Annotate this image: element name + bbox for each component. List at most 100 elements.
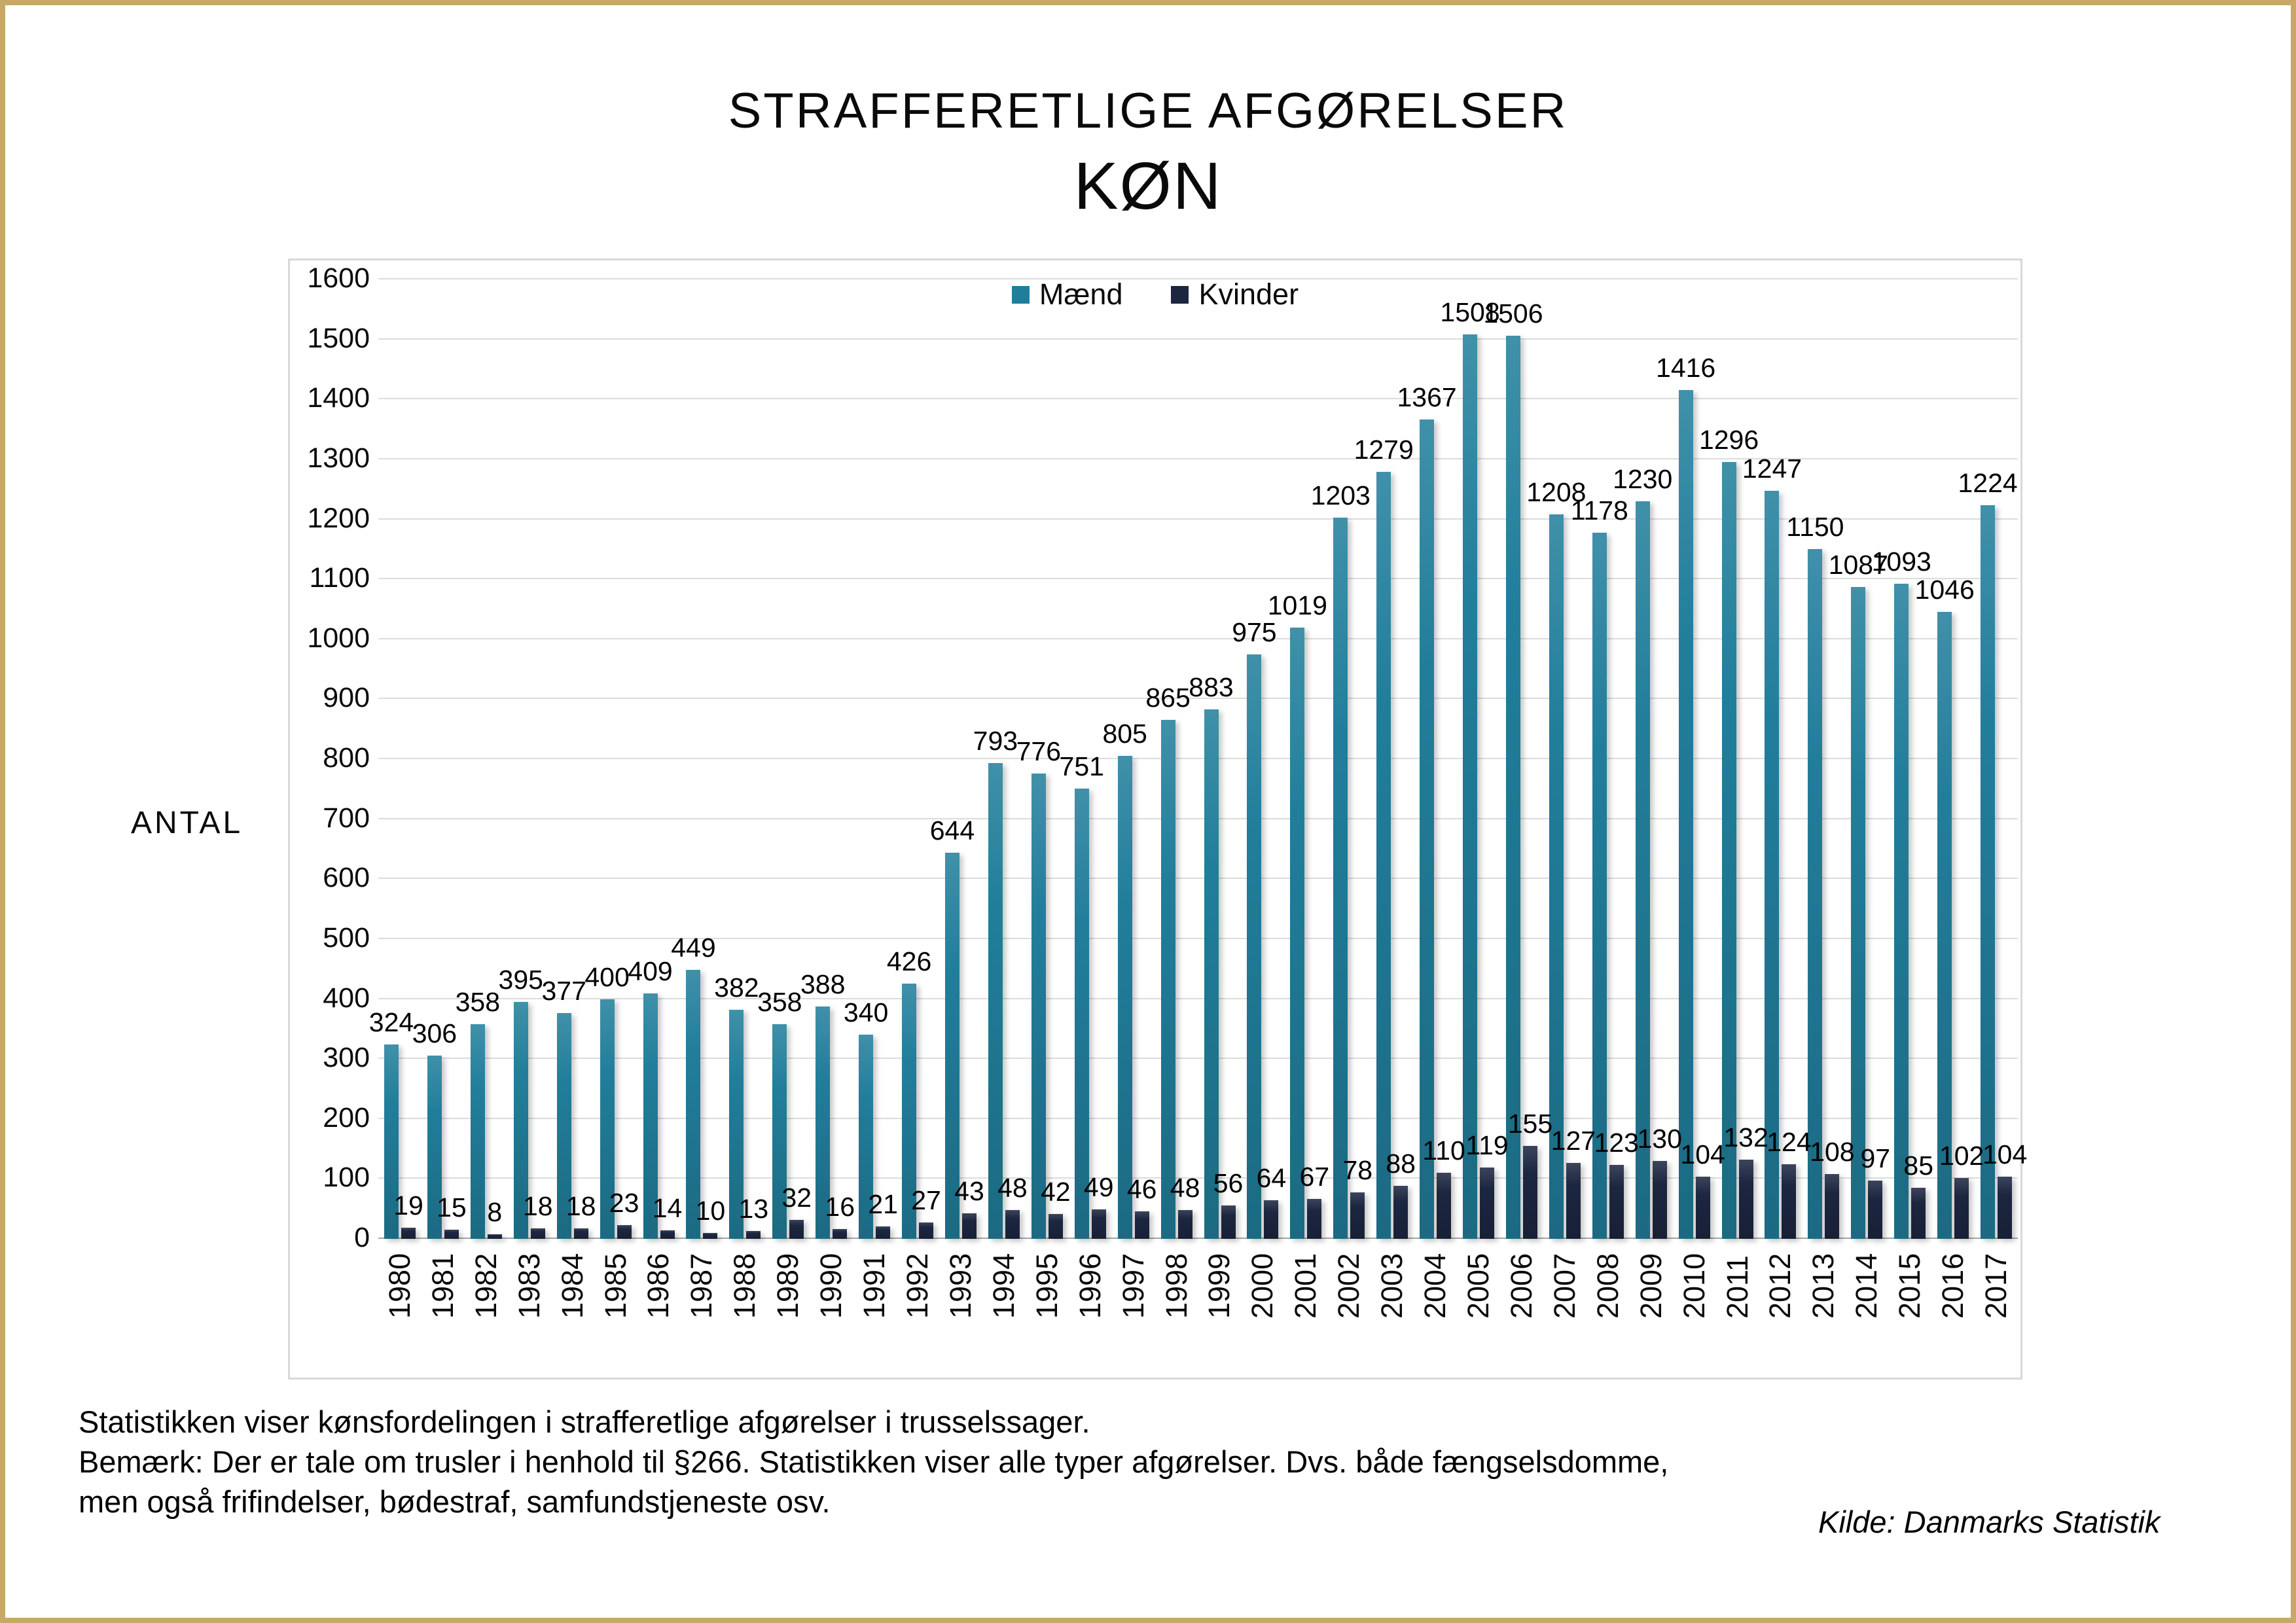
y-tick-label-900: 900 <box>323 682 370 714</box>
x-tick-label-1999: 1999 <box>1202 1253 1236 1319</box>
bar-kvinder-2002 <box>1350 1192 1365 1240</box>
value-label-kvinder-2015: 85 <box>1903 1150 1934 1181</box>
value-label-kvinder-2001: 67 <box>1299 1161 1330 1192</box>
value-label-mænd-2009: 1230 <box>1613 464 1673 495</box>
value-label-kvinder-2006: 155 <box>1507 1108 1553 1139</box>
y-axis-title: ANTAL <box>131 806 243 840</box>
value-label-mænd-2014: 1087 <box>1828 550 1888 580</box>
bar-mænd-1981 <box>427 1055 442 1240</box>
footer-line-2: Bemærk: Der er tale om trusler i henhold… <box>79 1444 1669 1479</box>
bar-mænd-2006 <box>1505 336 1520 1239</box>
bar-kvinder-2006 <box>1522 1145 1537 1240</box>
bar-kvinder-1983 <box>530 1228 545 1240</box>
x-tick-label-2006: 2006 <box>1504 1253 1538 1319</box>
value-label-mænd-1983: 395 <box>498 965 543 995</box>
bar-mænd-2013 <box>1808 549 1823 1239</box>
x-tick-label-2015: 2015 <box>1893 1253 1927 1319</box>
x-tick-label-1983: 1983 <box>512 1253 546 1319</box>
gridline-900 <box>378 698 2018 700</box>
value-label-kvinder-1987: 10 <box>695 1195 726 1226</box>
legend-swatch-kvinder <box>1171 285 1189 304</box>
bar-mænd-1982 <box>470 1024 485 1240</box>
x-tick-label-1995: 1995 <box>1030 1253 1064 1319</box>
value-label-kvinder-2003: 88 <box>1386 1149 1416 1179</box>
value-label-kvinder-1993: 43 <box>954 1175 984 1206</box>
x-tick-label-1985: 1985 <box>598 1253 632 1319</box>
bar-mænd-1987 <box>686 969 701 1240</box>
value-label-mænd-2012: 1247 <box>1742 454 1803 484</box>
bar-kvinder-2012 <box>1782 1164 1797 1239</box>
bar-kvinder-1989 <box>789 1219 804 1240</box>
value-label-kvinder-1985: 23 <box>609 1187 639 1218</box>
value-label-mænd-1986: 409 <box>628 956 673 987</box>
x-tick-label-1984: 1984 <box>555 1253 589 1319</box>
bar-kvinder-2004 <box>1437 1173 1452 1239</box>
bar-mænd-2007 <box>1549 514 1564 1239</box>
x-tick-label-2016: 2016 <box>1936 1253 1970 1319</box>
plot-area: 324 19 1980 306 15 1981 358 8 1982 395 18 1983 377 18… <box>369 278 2027 1319</box>
value-label-kvinder-1988: 13 <box>738 1194 769 1224</box>
legend-item-kvinder: Kvinder <box>1171 277 1299 312</box>
x-tick-label-1997: 1997 <box>1116 1253 1150 1319</box>
gridline-1000 <box>378 637 2018 639</box>
value-label-mænd-1989: 358 <box>757 986 802 1017</box>
bar-kvinder-1982 <box>487 1234 502 1240</box>
x-tick-label-2011: 2011 <box>1720 1255 1754 1319</box>
value-label-kvinder-2007: 127 <box>1551 1125 1596 1156</box>
bar-mænd-2014 <box>1851 587 1866 1239</box>
bar-kvinder-1999 <box>1221 1205 1236 1240</box>
bar-kvinder-2005 <box>1480 1167 1495 1240</box>
x-tick-label-1986: 1986 <box>641 1253 675 1319</box>
x-tick-label-2002: 2002 <box>1332 1253 1366 1319</box>
value-label-kvinder-1982: 8 <box>487 1196 503 1227</box>
value-label-kvinder-1981: 15 <box>437 1192 467 1223</box>
value-label-mænd-1982: 358 <box>455 986 501 1017</box>
value-label-mænd-1992: 426 <box>886 946 932 976</box>
gridline-800 <box>378 758 2018 759</box>
chart-title: STRAFFERETLIGE AFGØRELSER <box>728 83 1568 139</box>
x-tick-label-1998: 1998 <box>1159 1253 1193 1319</box>
value-label-kvinder-1991: 21 <box>868 1188 898 1219</box>
x-tick-label-2004: 2004 <box>1418 1253 1452 1319</box>
value-label-mænd-1995: 776 <box>1016 736 1062 766</box>
bar-mænd-2015 <box>1894 583 1909 1240</box>
x-tick-label-1982: 1982 <box>469 1253 503 1319</box>
value-label-mænd-2017: 1224 <box>1958 467 2018 498</box>
value-label-kvinder-2008: 123 <box>1594 1128 1639 1158</box>
value-label-kvinder-1986: 14 <box>652 1193 683 1224</box>
bar-kvinder-1988 <box>746 1231 761 1239</box>
y-tick-label-100: 100 <box>323 1162 370 1194</box>
bar-mænd-1990 <box>816 1006 831 1239</box>
value-label-mænd-2004: 1367 <box>1397 382 1457 412</box>
x-tick-label-1994: 1994 <box>986 1253 1020 1319</box>
footer-notes: Statistikken viser kønsfordelingen i str… <box>79 1402 1668 1522</box>
legend-label-kvinder: Kvinder <box>1198 277 1299 311</box>
value-label-kvinder-2011: 132 <box>1723 1122 1768 1153</box>
bar-kvinder-2014 <box>1868 1181 1883 1239</box>
bar-mænd-2001 <box>1290 628 1305 1239</box>
bar-mænd-2009 <box>1635 501 1650 1239</box>
bar-kvinder-2011 <box>1738 1160 1753 1239</box>
bar-mænd-2000 <box>1247 654 1262 1240</box>
x-tick-label-2012: 2012 <box>1763 1253 1797 1319</box>
footer-line-1: Statistikken viser kønsfordelingen i str… <box>79 1404 1090 1439</box>
bar-mænd-1992 <box>902 983 917 1240</box>
legend-item-mænd: Mænd <box>1011 277 1122 312</box>
x-tick-label-1988: 1988 <box>728 1253 762 1319</box>
value-label-mænd-1984: 377 <box>541 975 586 1006</box>
value-label-kvinder-2012: 124 <box>1767 1127 1812 1158</box>
value-label-kvinder-2016: 102 <box>1939 1140 1984 1171</box>
bar-mænd-1986 <box>643 993 658 1239</box>
y-tick-label-0: 0 <box>354 1222 370 1253</box>
value-label-kvinder-1990: 16 <box>825 1192 855 1222</box>
bar-kvinder-2008 <box>1609 1165 1624 1239</box>
value-label-kvinder-1999: 56 <box>1213 1168 1244 1198</box>
bar-kvinder-1984 <box>573 1228 588 1240</box>
footer-line-3: men også frifindelser, bødestraf, samfun… <box>79 1484 831 1519</box>
value-label-kvinder-1989: 32 <box>781 1182 812 1213</box>
bar-mænd-2017 <box>1981 505 1996 1240</box>
bar-kvinder-2003 <box>1393 1186 1408 1239</box>
value-label-kvinder-1983: 18 <box>522 1190 553 1221</box>
bar-kvinder-1994 <box>1005 1210 1020 1239</box>
x-tick-label-2009: 2009 <box>1634 1253 1668 1319</box>
